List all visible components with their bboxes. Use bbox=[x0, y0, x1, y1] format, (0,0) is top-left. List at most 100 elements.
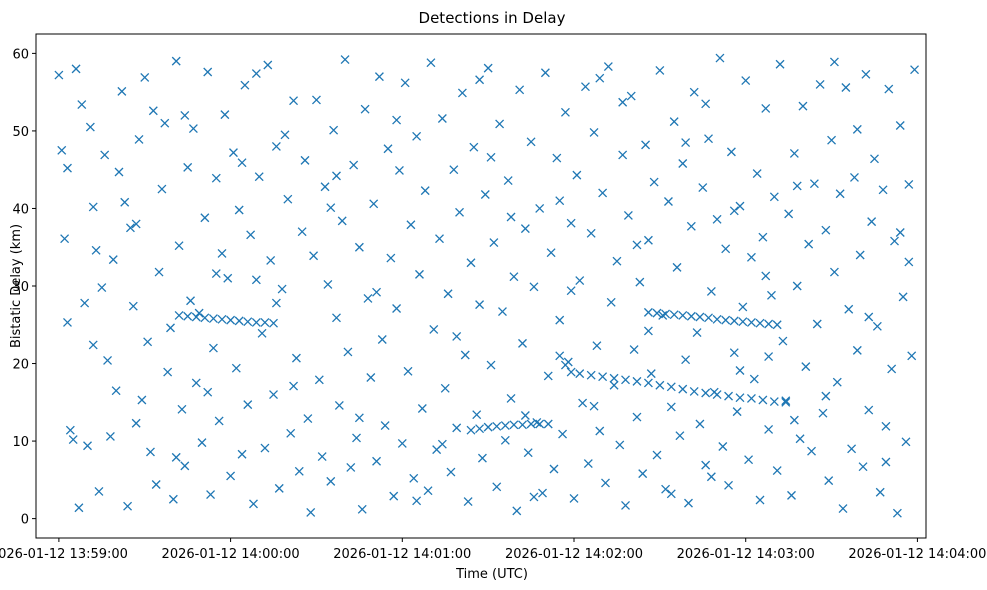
data-point bbox=[560, 107, 570, 117]
data-point bbox=[598, 372, 608, 382]
data-point bbox=[357, 504, 367, 514]
data-point bbox=[455, 207, 464, 217]
data-point bbox=[449, 165, 459, 175]
data-point bbox=[260, 317, 270, 327]
data-point bbox=[171, 452, 181, 462]
data-point bbox=[838, 504, 848, 513]
data-point bbox=[807, 446, 816, 456]
data-point bbox=[583, 459, 593, 469]
data-point bbox=[477, 453, 487, 463]
data-point bbox=[701, 99, 711, 109]
data-point bbox=[515, 85, 525, 95]
data-point bbox=[675, 431, 685, 441]
data-point bbox=[706, 286, 716, 296]
data-point bbox=[746, 317, 756, 327]
data-point bbox=[881, 421, 891, 431]
data-point bbox=[326, 476, 336, 486]
data-point bbox=[206, 490, 216, 500]
data-point bbox=[781, 396, 791, 406]
data-point bbox=[231, 363, 241, 373]
data-point bbox=[712, 314, 722, 324]
data-point bbox=[904, 257, 914, 267]
data-point bbox=[498, 307, 507, 317]
data-point bbox=[566, 218, 576, 228]
data-point bbox=[847, 444, 857, 454]
data-point bbox=[643, 378, 653, 388]
data-point bbox=[795, 434, 805, 444]
data-point bbox=[666, 402, 676, 412]
data-point bbox=[68, 435, 78, 444]
data-point bbox=[180, 110, 190, 120]
data-point bbox=[829, 267, 839, 277]
data-point bbox=[798, 101, 808, 111]
data-point bbox=[904, 179, 914, 189]
data-point bbox=[80, 298, 90, 308]
data-point bbox=[789, 148, 799, 158]
data-point bbox=[251, 69, 261, 79]
data-point bbox=[864, 312, 874, 322]
data-point bbox=[332, 313, 341, 323]
data-point bbox=[589, 128, 599, 137]
data-point bbox=[704, 134, 713, 144]
data-point bbox=[214, 416, 224, 426]
y-axis-ticks: 0 10 20 30 40 50 60 bbox=[12, 47, 36, 528]
data-point bbox=[146, 447, 155, 457]
data-point bbox=[91, 245, 101, 255]
data-point bbox=[500, 421, 510, 431]
data-point bbox=[884, 84, 894, 94]
data-point bbox=[832, 377, 842, 387]
data-point bbox=[721, 244, 731, 254]
data-point bbox=[463, 497, 473, 507]
data-point bbox=[578, 398, 588, 408]
data-point bbox=[88, 202, 98, 212]
y-tick-label: 10 bbox=[12, 435, 29, 450]
data-point bbox=[437, 439, 447, 449]
data-point bbox=[512, 506, 522, 516]
x-axis-label: Time (UTC) bbox=[455, 567, 528, 582]
data-point bbox=[852, 345, 862, 355]
data-point bbox=[540, 68, 550, 78]
data-point bbox=[643, 235, 653, 245]
data-point bbox=[326, 203, 336, 213]
data-point bbox=[878, 185, 888, 195]
data-point bbox=[549, 464, 559, 474]
data-point bbox=[420, 186, 430, 196]
data-point bbox=[895, 121, 905, 130]
data-point bbox=[661, 484, 671, 494]
data-point bbox=[203, 387, 213, 397]
data-point bbox=[274, 483, 284, 493]
data-point bbox=[323, 279, 333, 289]
data-point bbox=[618, 97, 628, 107]
data-point bbox=[180, 461, 190, 471]
data-point bbox=[509, 420, 519, 430]
data-point bbox=[555, 196, 565, 206]
data-point bbox=[108, 255, 118, 265]
data-point bbox=[234, 205, 244, 215]
data-point bbox=[409, 473, 419, 483]
data-point bbox=[724, 480, 733, 490]
data-point bbox=[643, 307, 653, 317]
data-point bbox=[523, 448, 533, 458]
data-point bbox=[160, 118, 170, 128]
data-point bbox=[380, 421, 390, 431]
data-point bbox=[500, 435, 510, 445]
data-point bbox=[712, 390, 722, 400]
data-point bbox=[695, 419, 705, 429]
data-point bbox=[686, 221, 696, 231]
data-point bbox=[769, 192, 779, 202]
data-point bbox=[466, 258, 476, 268]
data-point bbox=[638, 469, 648, 479]
data-point bbox=[397, 438, 407, 448]
data-point bbox=[658, 311, 668, 320]
data-point bbox=[755, 495, 765, 505]
data-point bbox=[718, 442, 728, 451]
data-point bbox=[621, 500, 630, 510]
data-point bbox=[283, 194, 293, 204]
data-point bbox=[621, 375, 630, 385]
data-point bbox=[609, 380, 619, 390]
data-point bbox=[792, 281, 802, 291]
data-point bbox=[789, 415, 799, 425]
data-point bbox=[655, 65, 665, 75]
data-point bbox=[174, 241, 184, 251]
